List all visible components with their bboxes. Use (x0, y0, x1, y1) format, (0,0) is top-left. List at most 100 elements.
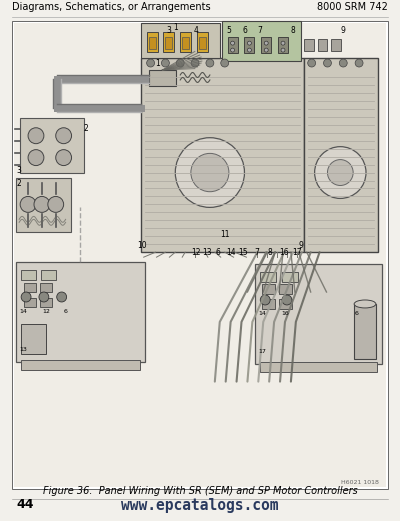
Circle shape (221, 59, 229, 67)
Bar (149, 70, 176, 86)
Circle shape (339, 59, 347, 67)
Bar (41, 270, 56, 280)
Text: 3: 3 (166, 26, 171, 35)
Text: 11: 11 (220, 230, 229, 239)
Text: 2: 2 (16, 179, 21, 189)
Bar (260, 362, 377, 371)
Text: 9: 9 (341, 26, 346, 35)
Bar (147, 32, 158, 52)
Text: 15: 15 (239, 248, 248, 257)
Bar (141, 23, 220, 58)
Text: 7: 7 (257, 26, 262, 35)
Bar (24, 298, 36, 307)
Circle shape (206, 59, 214, 67)
Text: Figure 36.  Panel Wiring With SR (SEM) and SP Motor Controllers: Figure 36. Panel Wiring With SR (SEM) an… (43, 486, 357, 496)
Text: 9: 9 (299, 241, 304, 250)
Circle shape (328, 159, 353, 185)
Bar (278, 37, 288, 53)
Text: 13: 13 (202, 248, 212, 257)
Text: 13: 13 (19, 347, 27, 352)
Text: 10: 10 (137, 241, 146, 250)
Text: 3: 3 (16, 166, 21, 175)
Ellipse shape (354, 300, 376, 308)
Bar (255, 264, 382, 364)
Circle shape (147, 59, 154, 67)
Bar (149, 37, 156, 49)
Circle shape (264, 41, 268, 45)
Text: 17: 17 (292, 248, 302, 257)
Circle shape (176, 59, 184, 67)
Text: 1: 1 (173, 23, 178, 32)
Text: H6021 1018: H6021 1018 (341, 480, 379, 485)
Bar (14, 23, 386, 487)
Bar (318, 39, 328, 51)
Text: 6: 6 (215, 248, 220, 257)
Text: 4: 4 (194, 26, 198, 35)
Bar (40, 298, 52, 307)
Circle shape (48, 196, 64, 213)
Bar (279, 299, 292, 309)
Bar (141, 58, 304, 252)
Circle shape (355, 59, 363, 67)
Bar (20, 118, 84, 172)
Bar (199, 37, 206, 49)
Text: 2: 2 (84, 123, 88, 133)
Bar (354, 304, 376, 359)
Circle shape (39, 292, 49, 302)
Bar (182, 37, 189, 49)
Circle shape (231, 48, 234, 52)
Text: 6: 6 (64, 309, 68, 314)
Text: 16: 16 (279, 248, 289, 257)
Bar (24, 283, 36, 292)
Circle shape (56, 128, 72, 144)
Bar (304, 58, 378, 252)
Text: 12: 12 (42, 309, 50, 314)
Bar (180, 32, 191, 52)
Circle shape (20, 196, 36, 213)
Circle shape (57, 292, 67, 302)
Text: Diagrams, Schematics, or Arrangements: Diagrams, Schematics, or Arrangements (12, 2, 211, 13)
Text: 5: 5 (226, 26, 231, 35)
Bar (282, 272, 298, 282)
Text: 14: 14 (258, 311, 266, 316)
Text: 14: 14 (226, 248, 236, 257)
Bar (260, 272, 276, 282)
Bar (40, 283, 52, 292)
Circle shape (191, 153, 229, 192)
Text: 16: 16 (281, 311, 289, 316)
Bar (228, 37, 238, 53)
Circle shape (248, 48, 251, 52)
Circle shape (281, 48, 285, 52)
Bar (21, 359, 140, 370)
Bar (16, 262, 145, 362)
Circle shape (231, 41, 234, 45)
Text: 12: 12 (191, 248, 201, 257)
Bar (166, 37, 172, 49)
Text: 7: 7 (254, 248, 259, 257)
Circle shape (260, 295, 270, 305)
Circle shape (56, 150, 72, 166)
Text: 17: 17 (258, 349, 266, 354)
Bar (332, 39, 341, 51)
Bar (197, 32, 208, 52)
Text: 8: 8 (290, 26, 295, 35)
Bar (261, 37, 271, 53)
Circle shape (281, 41, 285, 45)
Text: 14: 14 (19, 309, 27, 314)
Circle shape (248, 41, 251, 45)
Bar (262, 284, 275, 294)
Circle shape (324, 59, 332, 67)
Circle shape (315, 146, 366, 199)
Circle shape (34, 196, 50, 213)
Text: 8: 8 (268, 248, 272, 257)
Circle shape (191, 59, 199, 67)
Circle shape (28, 128, 44, 144)
Bar (262, 299, 275, 309)
Bar (244, 37, 254, 53)
Text: 44: 44 (16, 498, 34, 511)
Bar (164, 32, 174, 52)
Bar (21, 270, 36, 280)
Circle shape (175, 138, 244, 207)
Bar (21, 324, 46, 354)
Circle shape (162, 59, 169, 67)
